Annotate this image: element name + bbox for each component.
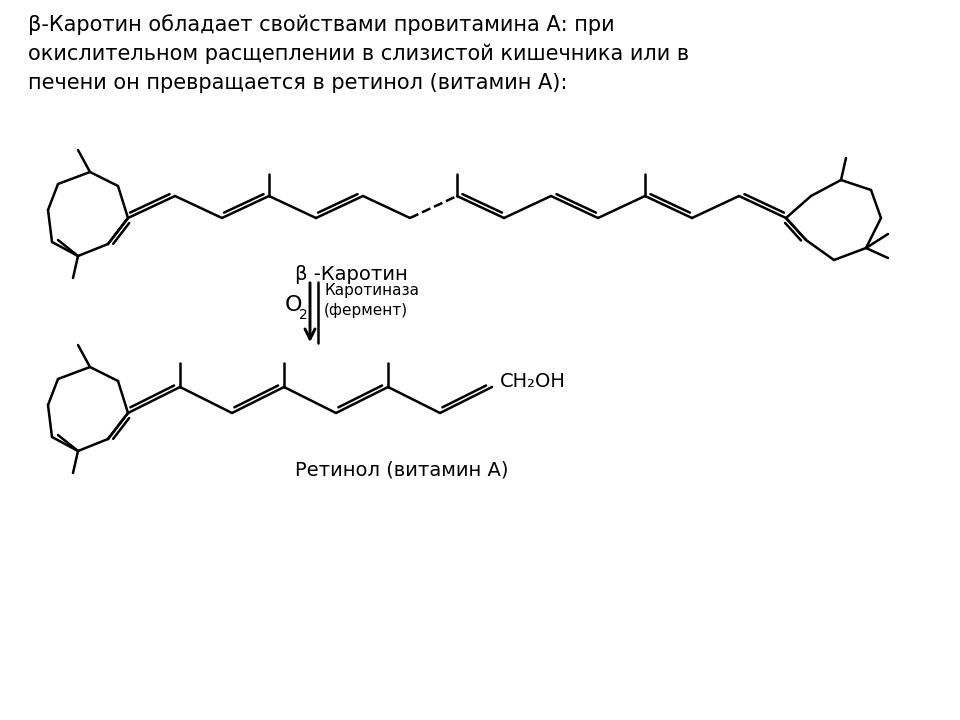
Text: O: O [284, 294, 302, 315]
Text: Ретинол (витамин А): Ретинол (витамин А) [295, 460, 509, 479]
Text: 2: 2 [300, 307, 308, 322]
Text: Каротиназа
(фермент): Каротиназа (фермент) [324, 283, 419, 318]
Text: β-Каротин обладает свойствами провитамина А: при
окислительном расщеплении в сли: β-Каротин обладает свойствами провитамин… [28, 14, 689, 93]
Text: β -Каротин: β -Каротин [295, 265, 408, 284]
Text: CH₂OH: CH₂OH [500, 372, 565, 390]
